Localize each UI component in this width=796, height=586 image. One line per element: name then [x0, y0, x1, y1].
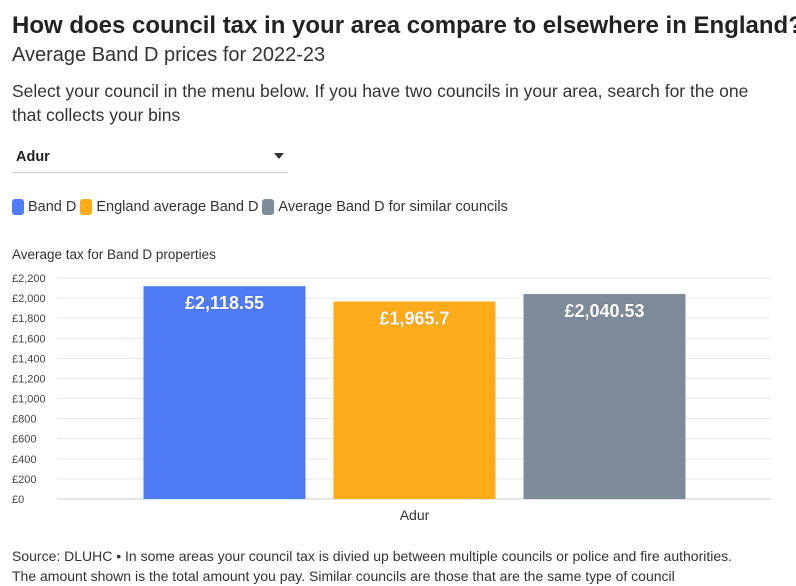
source-note: Source: DLUHC • In some areas your counc… [12, 548, 733, 564]
y-tick-label: £800 [12, 414, 36, 426]
y-tick-label: £2,200 [12, 273, 46, 285]
legend-swatch-band-d [12, 199, 24, 215]
bar-value-label: £2,040.53 [564, 301, 644, 321]
y-tick-label: £1,200 [12, 373, 46, 385]
bar-value-label: £1,965.7 [379, 309, 449, 329]
bar-england-average-band-d[interactable] [333, 301, 496, 499]
bar-band-d[interactable] [143, 286, 306, 499]
legend-item-similar-councils[interactable]: Average Band D for similar councils [262, 199, 508, 215]
y-tick-label: £600 [12, 434, 36, 446]
chart-title: How does council tax in your area compar… [12, 12, 796, 39]
legend-swatch-similar-councils [262, 199, 275, 215]
y-tick-label: £1,600 [12, 333, 46, 345]
instructions-text: Select your council in the menu below. I… [12, 81, 749, 125]
council-select[interactable]: Adur [12, 143, 288, 173]
legend-item-england-average[interactable]: England average Band D [80, 199, 258, 215]
y-tick-label: £2,000 [12, 293, 46, 305]
legend-swatch-england-average [80, 199, 93, 215]
bar-average-band-d-for-similar-councils[interactable] [523, 294, 686, 499]
y-tick-label: £1,800 [12, 313, 46, 325]
y-tick-label: £1,400 [12, 353, 46, 365]
y-tick-label: £0 [12, 494, 24, 506]
y-tick-label: £1,000 [12, 394, 46, 406]
council-select-value: Adur [16, 149, 50, 165]
chart-subtitle: Average Band D prices for 2022-23 [12, 44, 326, 66]
legend-label-band-d: Band D [28, 199, 77, 215]
chevron-down-icon[interactable] [274, 153, 284, 159]
bar-chart: £0 £200 £400 £600 £800 £1,000 £1,200 £1,400 £1,6… [12, 273, 771, 523]
legend-label-england-average: England average Band D [96, 199, 259, 215]
legend-item-band-d[interactable]: Band D [12, 199, 76, 215]
x-tick-label: Adur [400, 507, 430, 523]
y-axis-title: Average tax for Band D properties [12, 247, 216, 262]
source-note-continued: The amount shown is the total amount you… [12, 568, 675, 584]
y-tick-label: £200 [12, 474, 36, 486]
legend-label-similar-councils: Average Band D for similar councils [278, 199, 508, 215]
bar-value-label: £2,118.55 [185, 293, 264, 313]
y-tick-label: £400 [12, 454, 36, 466]
chart-legend: Band D England average Band D Average Ba… [12, 197, 512, 217]
